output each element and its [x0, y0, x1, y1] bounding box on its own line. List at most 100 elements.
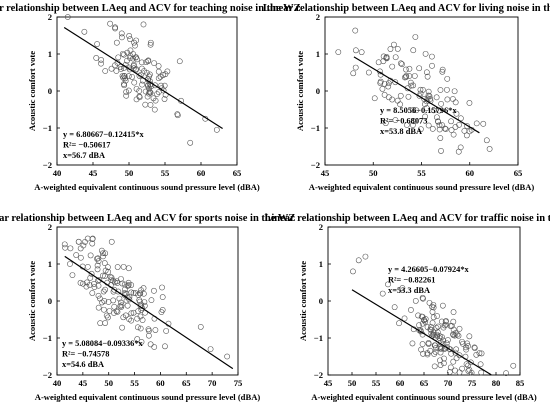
data-point — [136, 93, 143, 100]
data-point — [118, 30, 125, 37]
data-point — [377, 78, 384, 85]
data-point — [145, 58, 152, 65]
data-point — [410, 47, 417, 54]
data-point — [145, 326, 152, 333]
data-point — [96, 277, 103, 283]
data-point — [115, 54, 122, 61]
data-point — [473, 120, 480, 127]
data-point — [403, 66, 409, 73]
data-point — [456, 325, 463, 332]
data-point — [97, 320, 104, 327]
data-point — [463, 346, 470, 353]
data-point — [355, 257, 362, 264]
data-point — [478, 350, 485, 357]
data-point — [118, 66, 124, 72]
x-tick-label: 60 — [396, 378, 405, 388]
data-point — [147, 41, 154, 48]
x-tick-label: 40 — [53, 168, 62, 178]
x-tick-label: 75 — [468, 378, 477, 388]
data-point — [151, 60, 157, 66]
data-point — [119, 280, 126, 287]
y-axis-label: Acoustic comfort vote — [295, 51, 305, 131]
data-point — [452, 330, 459, 336]
data-point — [126, 316, 132, 322]
data-point — [77, 245, 84, 252]
y-tick-label: 1 — [48, 49, 52, 59]
data-point — [451, 88, 458, 95]
data-point — [80, 280, 86, 287]
data-point — [408, 82, 415, 89]
data-point — [417, 126, 424, 133]
data-point — [99, 250, 106, 257]
data-point — [145, 90, 152, 97]
data-point — [131, 79, 138, 86]
data-point — [152, 327, 159, 333]
data-point — [124, 283, 131, 289]
data-point — [115, 288, 122, 295]
data-point — [84, 263, 91, 270]
data-point — [423, 98, 430, 105]
data-point — [134, 324, 141, 331]
data-point — [89, 290, 96, 296]
data-point — [426, 299, 433, 306]
data-point — [64, 14, 71, 20]
data-point — [100, 306, 107, 313]
data-point — [459, 365, 465, 372]
data-point — [429, 53, 435, 60]
data-point — [473, 351, 480, 358]
data-point — [105, 314, 111, 321]
data-point — [67, 261, 73, 267]
data-point — [401, 74, 408, 81]
data-point — [112, 25, 119, 32]
data-point — [379, 86, 386, 92]
data-point — [159, 294, 166, 300]
data-point — [443, 318, 449, 324]
data-point — [405, 93, 412, 100]
x-tick-label: 75 — [234, 378, 243, 388]
data-point — [466, 333, 473, 340]
data-point — [69, 272, 76, 278]
data-point — [410, 118, 417, 125]
data-point — [466, 366, 473, 373]
data-point — [431, 351, 438, 357]
y-tick-label: −1 — [311, 123, 320, 133]
data-point — [415, 312, 422, 319]
data-point — [434, 313, 440, 319]
y-tick-label: 2 — [48, 222, 52, 232]
x-tick-label: 65 — [233, 168, 242, 178]
data-point — [95, 292, 102, 299]
data-point — [430, 107, 437, 114]
data-point — [118, 34, 125, 41]
data-point — [94, 41, 101, 47]
data-point — [387, 46, 394, 52]
data-point — [108, 277, 115, 283]
x-tick-label: 55 — [130, 378, 139, 388]
x-tick-label: 50 — [348, 378, 357, 388]
data-point — [127, 52, 134, 59]
data-point — [471, 345, 478, 351]
data-point — [84, 235, 91, 242]
data-point — [412, 34, 419, 40]
data-point — [433, 94, 440, 101]
regression-line — [63, 26, 223, 130]
data-point — [117, 303, 124, 310]
data-point — [439, 66, 446, 73]
data-point — [375, 59, 382, 66]
chart-title: Linear relationship between LAeq and ACV… — [0, 3, 301, 14]
data-point — [444, 86, 450, 93]
data-point — [429, 62, 435, 69]
regression-annotation: R²= −0.74578 — [62, 350, 109, 359]
data-point — [397, 92, 404, 99]
data-point — [428, 323, 434, 330]
data-point — [95, 304, 102, 311]
data-point — [424, 73, 431, 80]
data-point — [119, 324, 126, 331]
data-point — [460, 340, 466, 347]
data-point — [385, 281, 391, 288]
data-point — [136, 297, 143, 303]
data-point — [450, 309, 457, 315]
data-point — [408, 307, 414, 313]
data-point — [207, 346, 214, 352]
data-point — [430, 331, 436, 338]
data-point — [453, 110, 460, 117]
